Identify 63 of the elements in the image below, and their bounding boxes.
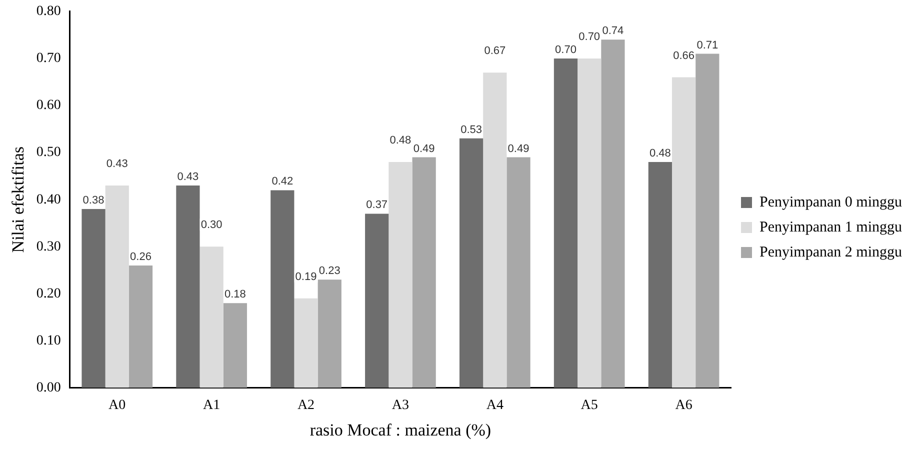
bar	[223, 303, 247, 388]
x-axis-title: rasio Mocaf : maizena (%)	[310, 420, 492, 440]
legend-label: Penyimpanan 0 minggu	[760, 194, 902, 210]
x-tick-label: A2	[297, 398, 315, 413]
y-tick-label: 0.80	[36, 4, 61, 20]
y-tick-label: 0.60	[36, 98, 61, 114]
data-label: 0.49	[413, 142, 435, 155]
data-label: 0.23	[318, 265, 340, 278]
data-label: 0.70	[555, 44, 576, 56]
bar	[318, 280, 342, 388]
x-tick-label: A1	[203, 398, 220, 413]
data-label: 0.43	[106, 158, 128, 170]
bar	[483, 72, 507, 388]
x-tick-label: A5	[580, 398, 598, 413]
y-tick-label: 0.20	[36, 286, 61, 302]
data-label: 0.48	[390, 134, 412, 146]
data-label: 0.42	[272, 176, 294, 188]
bar	[82, 209, 106, 388]
data-label: 0.67	[484, 45, 506, 58]
bar	[200, 246, 224, 388]
bar	[696, 54, 720, 388]
bar	[412, 157, 436, 388]
y-tick-label: 0.30	[36, 239, 61, 254]
bar	[601, 40, 625, 388]
data-label: 0.49	[508, 142, 530, 155]
x-tick-label: A6	[675, 398, 692, 413]
y-tick-label: 0.10	[36, 333, 61, 348]
data-label: 0.38	[82, 194, 104, 207]
bar	[128, 265, 153, 388]
data-label: 0.74	[602, 25, 624, 38]
data-label: 0.19	[295, 270, 317, 283]
data-label: 0.48	[649, 147, 671, 160]
bar	[388, 162, 412, 388]
bar	[648, 162, 672, 388]
data-label: 0.71	[696, 39, 718, 52]
bar	[176, 185, 200, 388]
bar	[672, 77, 696, 388]
bar	[294, 298, 318, 388]
bar	[105, 185, 129, 388]
data-label: 0.70	[578, 30, 600, 43]
y-tick-label: 0.40	[36, 192, 61, 208]
data-label: 0.18	[224, 288, 246, 301]
bar	[578, 58, 602, 388]
bar	[459, 138, 484, 388]
bar	[270, 190, 294, 388]
bar	[506, 157, 530, 388]
data-label: 0.26	[130, 251, 152, 263]
bar	[554, 58, 578, 388]
data-label: 0.53	[460, 124, 482, 136]
data-label: 0.30	[200, 219, 222, 232]
x-tick-label: A0	[108, 398, 126, 413]
y-tick-label: 0.00	[36, 380, 61, 396]
data-label: 0.43	[177, 171, 199, 184]
bar	[365, 214, 389, 388]
x-tick-label: A3	[392, 398, 410, 413]
x-tick-label: A4	[486, 398, 504, 413]
data-label: 0.37	[366, 199, 388, 212]
legend-label: Penyimpanan 2 minggu	[760, 244, 902, 260]
y-axis-title: Nilai efektifitas	[8, 146, 28, 253]
legend-label: Penyimpanan 1 minggu	[760, 219, 902, 236]
y-tick-label: 0.70	[36, 51, 61, 66]
data-label: 0.66	[673, 50, 695, 62]
y-tick-label: 0.50	[36, 145, 61, 160]
